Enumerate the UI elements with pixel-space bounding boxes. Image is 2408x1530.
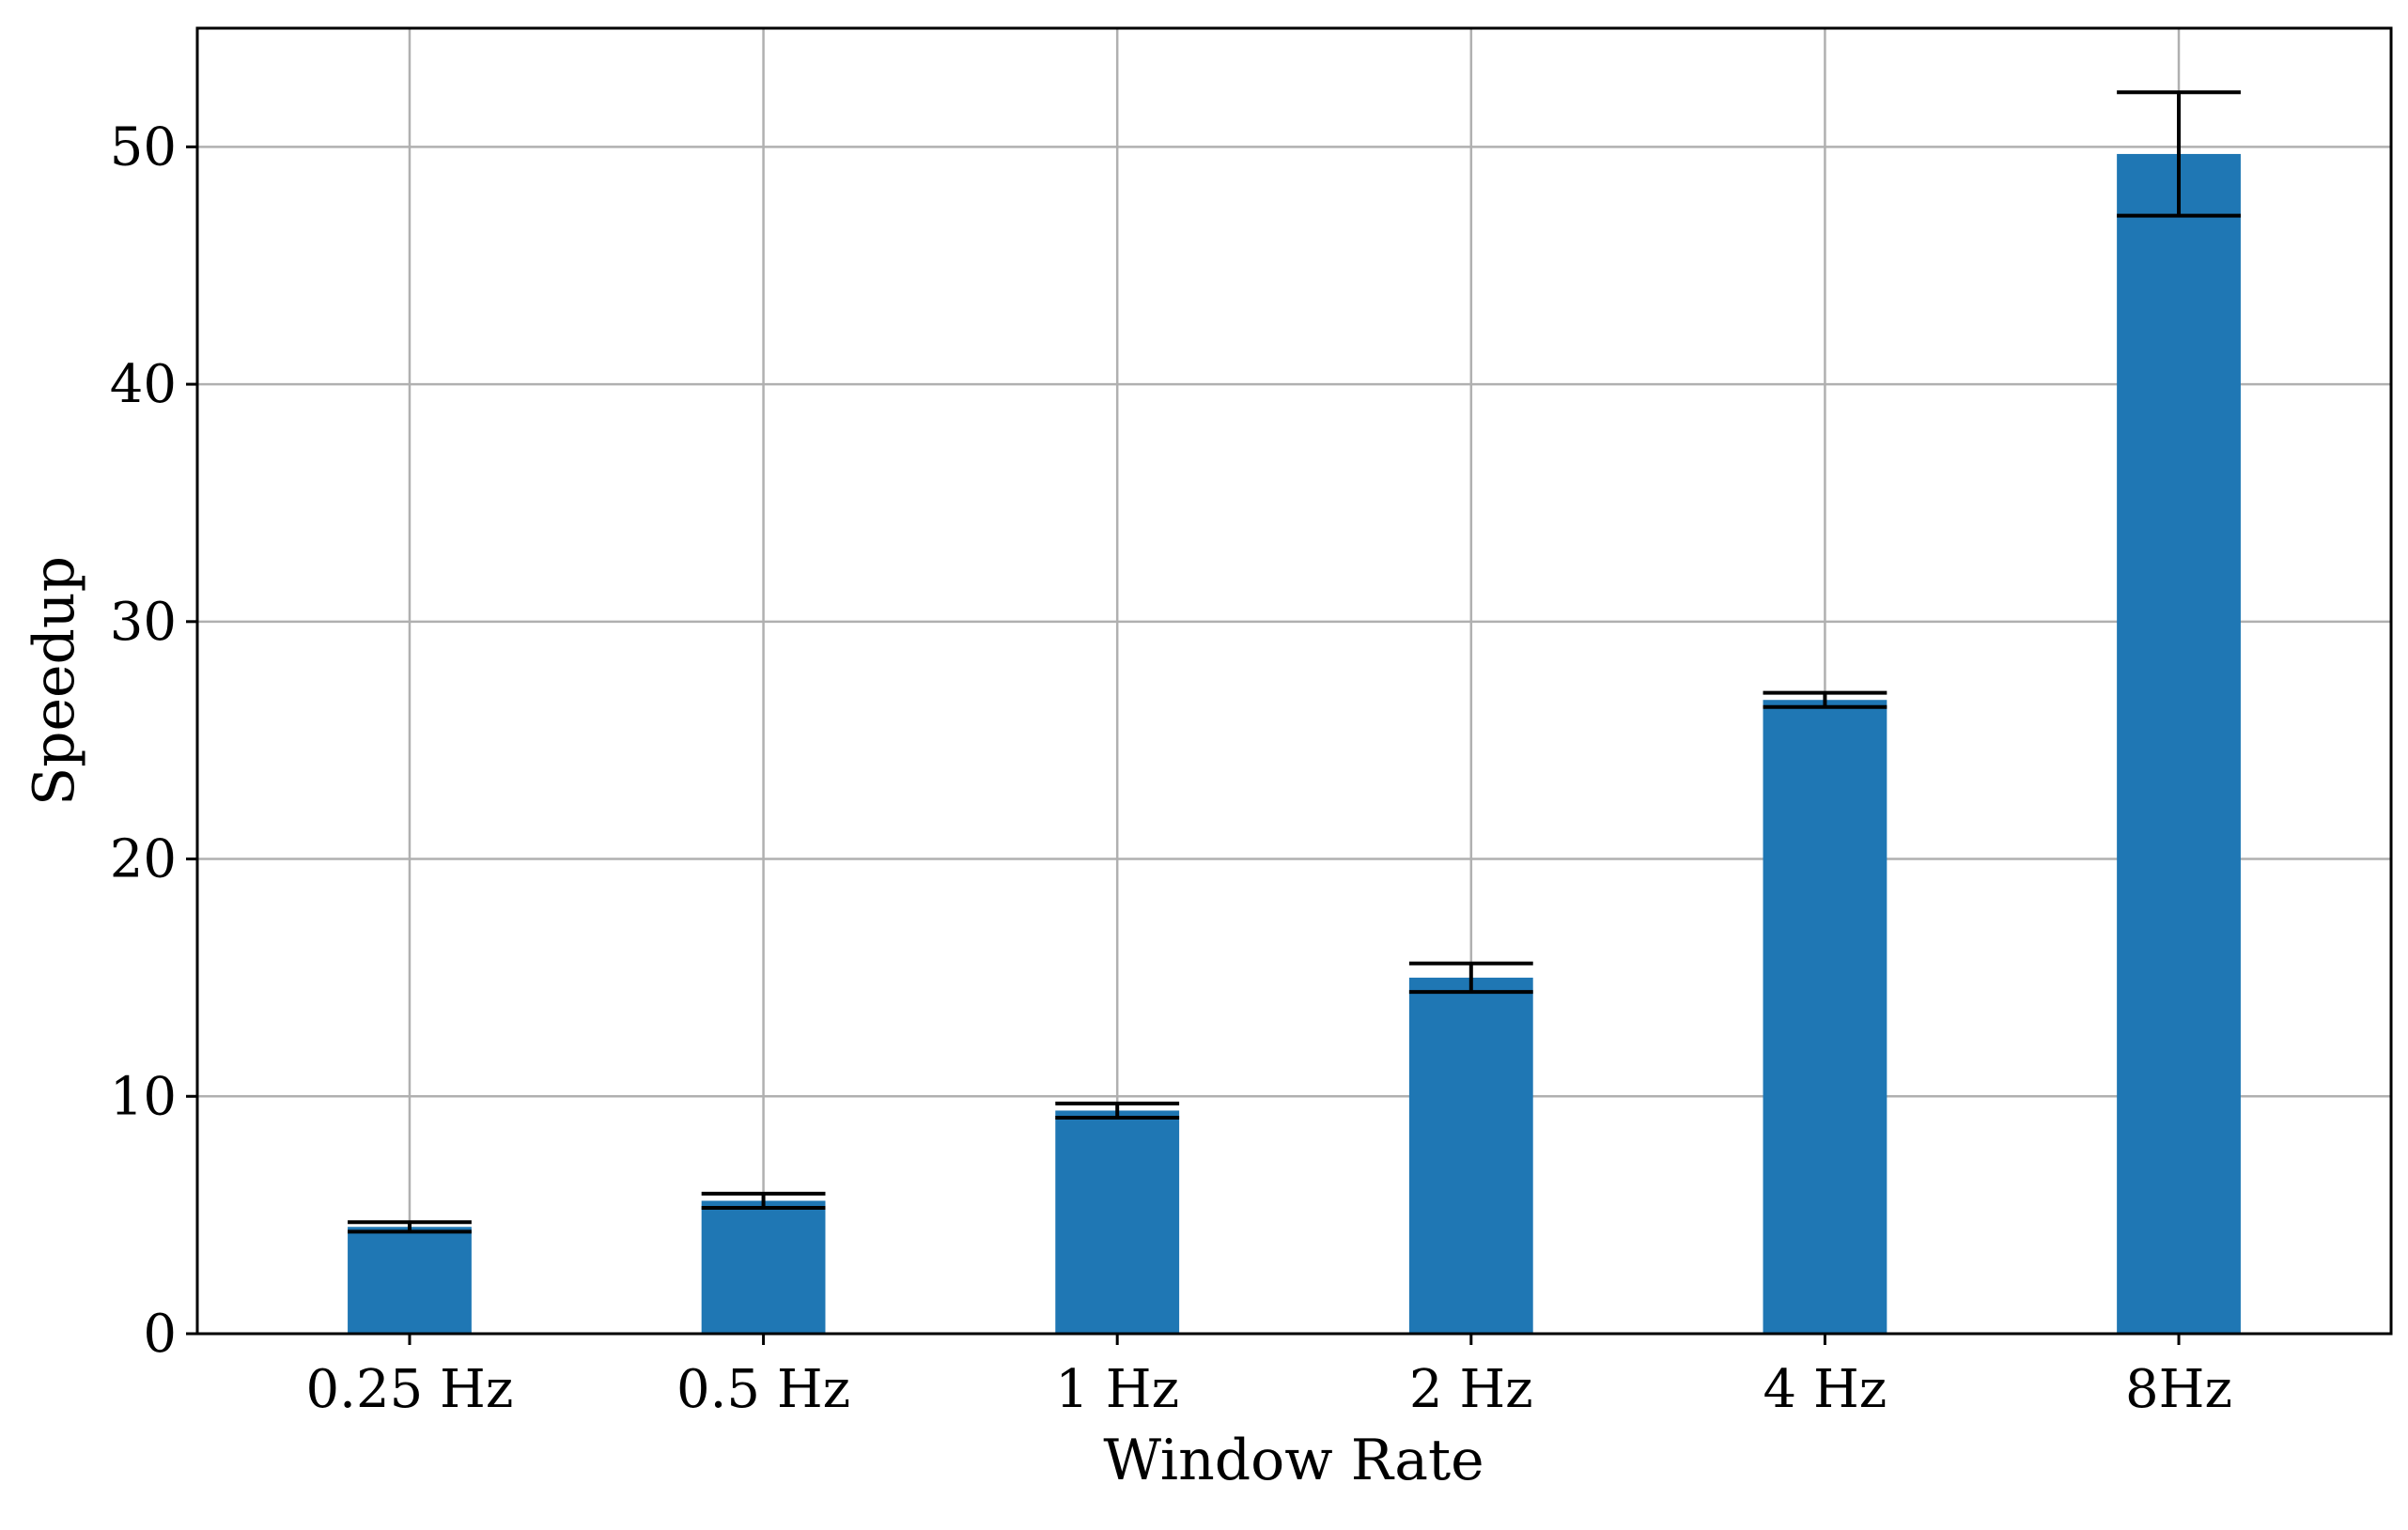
y-tick-label: 30: [110, 592, 177, 653]
bar: [1055, 1110, 1180, 1334]
x-axis-title: Window Rate: [1103, 1428, 1484, 1493]
bar: [1763, 700, 1888, 1334]
y-tick-label: 10: [110, 1066, 177, 1127]
bar: [701, 1200, 826, 1334]
plot-frame: [195, 26, 2393, 1336]
x-tick-label: 0.5 Hz: [676, 1359, 850, 1420]
y-tick-label: 40: [110, 354, 177, 415]
x-tick-label: 4 Hz: [1763, 1359, 1888, 1420]
ticks: 0 10 20 30 40 50 0.25 Hz 0.5 Hz 1 Hz 2 Hz 4 Hz 8Hz: [110, 116, 2232, 1420]
bar: [1408, 977, 1533, 1334]
bars: [348, 153, 2241, 1335]
error-bars: [348, 90, 2241, 1234]
x-tick-label: 1 Hz: [1055, 1359, 1179, 1420]
y-tick-label: 0: [143, 1304, 177, 1365]
x-tick-label: 0.25 Hz: [306, 1359, 514, 1420]
y-tick-label: 50: [110, 116, 177, 178]
bar: [348, 1227, 472, 1334]
x-tick-label: 2 Hz: [1409, 1359, 1533, 1420]
y-axis-title: Speedup: [22, 556, 87, 806]
x-tick-label: 8Hz: [2125, 1359, 2232, 1420]
bar: [2117, 153, 2241, 1335]
y-tick-label: 20: [110, 829, 177, 890]
grid: [197, 28, 2391, 1336]
